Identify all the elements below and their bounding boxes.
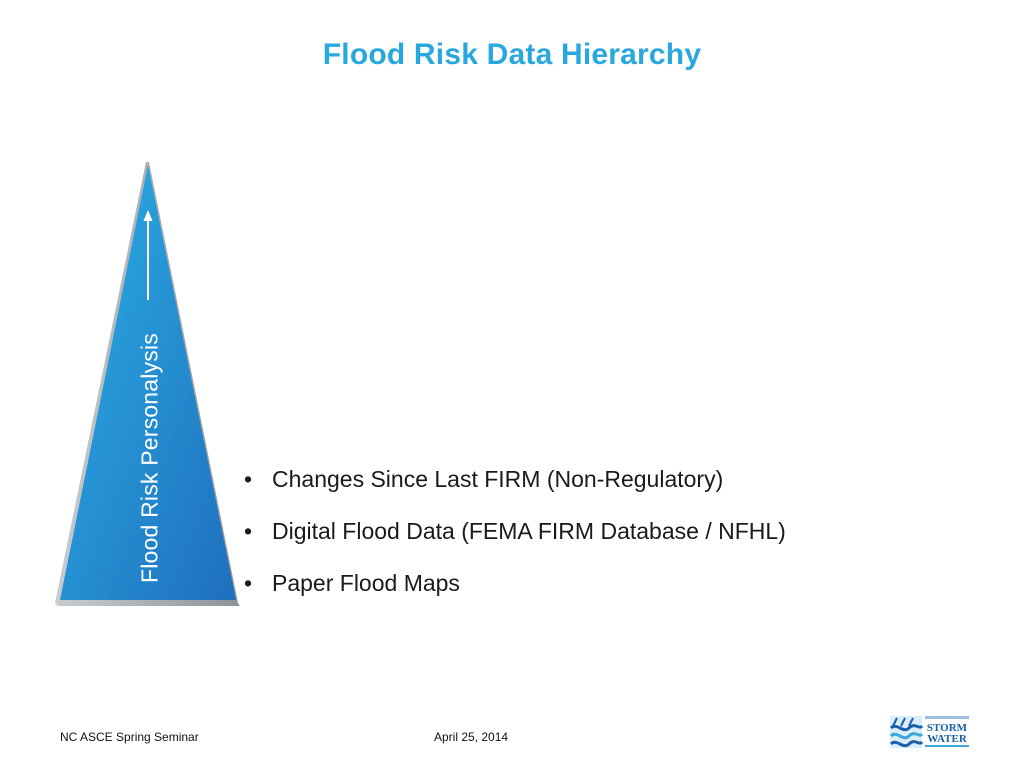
footer-seminar: NC ASCE Spring Seminar [60, 730, 199, 744]
pyramid-label: Flood Risk Personalysis [136, 332, 163, 584]
pyramid-triangle [60, 165, 236, 600]
bullet-list: • Changes Since Last FIRM (Non-Regulatory… [244, 466, 786, 622]
footer-date: April 25, 2014 [434, 730, 509, 744]
bullet-item: • Digital Flood Data (FEMA FIRM Database … [244, 518, 786, 544]
slide-title: Flood Risk Data Hierarchy [322, 38, 702, 71]
bullet-text: Digital Flood Data (FEMA FIRM Database /… [272, 518, 786, 544]
bullet-icon: • [244, 466, 253, 492]
logo-line1: STORM [927, 722, 968, 734]
bullet-item: • Paper Flood Maps [244, 570, 786, 596]
arrow-head-icon [143, 210, 153, 221]
bullet-text: Changes Since Last FIRM (Non-Regulatory) [272, 466, 724, 492]
bullet-icon: • [244, 570, 253, 596]
storm-water-logo-icon: STORM WATER [889, 714, 971, 750]
bullet-icon: • [244, 518, 253, 544]
bullet-item: • Changes Since Last FIRM (Non-Regulatory… [244, 466, 786, 492]
logo-line2: WATER [927, 733, 968, 745]
bullet-text: Paper Flood Maps [272, 570, 460, 596]
